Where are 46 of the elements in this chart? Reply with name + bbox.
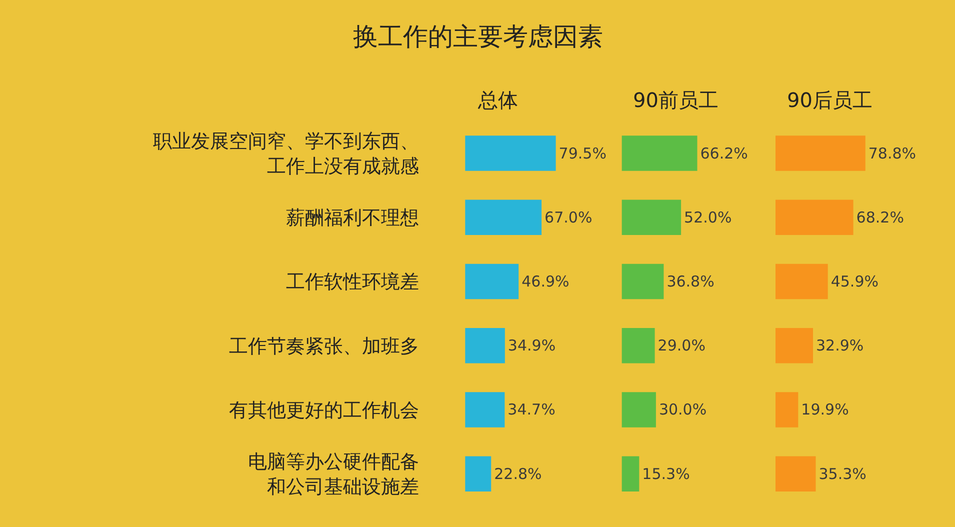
- bar: [775, 136, 866, 171]
- y-tick-label: 工作节奏紧张、加班多: [229, 335, 420, 358]
- bar: [775, 200, 854, 236]
- data-label: 34.7%: [508, 400, 556, 419]
- bar: [465, 392, 505, 428]
- chart-subtitle: 90后员工: [787, 88, 872, 112]
- data-label: 30.0%: [658, 400, 707, 419]
- y-tick-label: 电脑等办公硬件配备和公司基础设施差: [248, 451, 420, 498]
- bar: [622, 392, 656, 428]
- data-label: 22.8%: [494, 464, 542, 483]
- chart-subtitle: 总体: [477, 88, 518, 112]
- data-label: 15.3%: [642, 464, 690, 483]
- data-label: 46.9%: [522, 272, 570, 291]
- data-label: 68.2%: [856, 208, 904, 226]
- data-label: 29.0%: [658, 336, 706, 355]
- data-label: 36.8%: [666, 272, 714, 291]
- data-label: 45.9%: [830, 272, 878, 291]
- bar: [775, 456, 816, 492]
- data-label: 79.5%: [558, 144, 606, 162]
- bar: [465, 328, 505, 364]
- bar: [465, 456, 492, 492]
- data-label: 35.3%: [818, 464, 866, 483]
- y-tick-label: 职业发展空间窄、学不到东西、工作上没有成就感: [153, 130, 420, 178]
- chart-title: 换工作的主要考虑因素: [353, 22, 603, 51]
- y-tick-label: 有其他更好的工作机会: [229, 399, 420, 422]
- data-label: 34.9%: [508, 336, 556, 355]
- chart-subtitle: 90前员工: [633, 88, 718, 112]
- bar: [465, 136, 556, 171]
- bar: [775, 264, 828, 300]
- data-label: 19.9%: [801, 400, 849, 419]
- y-tick-label: 薪酬福利不理想: [286, 207, 420, 230]
- data-label: 52.0%: [684, 208, 732, 226]
- bar: [622, 136, 698, 171]
- data-label: 78.8%: [868, 144, 916, 162]
- bar: [775, 392, 798, 428]
- data-label: 66.2%: [700, 144, 748, 162]
- bar: [622, 456, 640, 492]
- bar: [622, 328, 655, 364]
- bar: [465, 264, 519, 300]
- data-label: 32.9%: [816, 336, 864, 355]
- bar: [465, 200, 542, 236]
- bar: [775, 328, 814, 364]
- y-tick-label: 工作软性环境差: [286, 271, 420, 294]
- bar: [622, 264, 664, 300]
- bar: [622, 200, 682, 236]
- data-label: 67.0%: [544, 208, 592, 226]
